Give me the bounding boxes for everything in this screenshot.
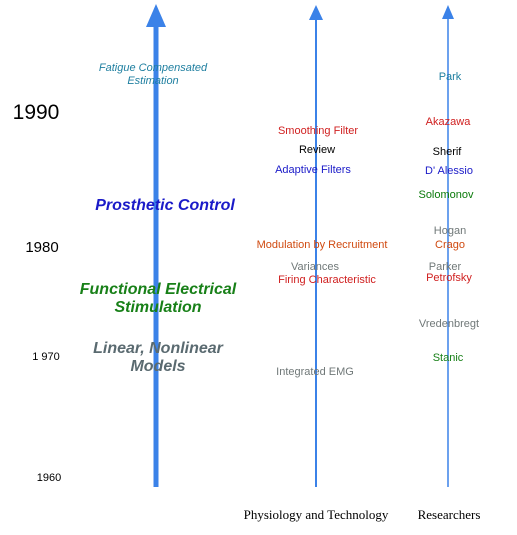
year-1980: 1980: [25, 239, 59, 256]
researcher-hogan: Hogan: [433, 225, 467, 237]
researchers-column-header: Researchers: [417, 507, 481, 522]
physiology-modulation-by-recruitment: Modulation by Recruitment: [256, 239, 388, 251]
physiology-axis-arrow: [309, 5, 323, 487]
physiology-variances: Variances: [290, 261, 340, 273]
physiology-adaptive-filters: Adaptive Filters: [275, 164, 351, 176]
topic-fatigue-line2: Estimation: [127, 74, 179, 87]
researcher-vredenbregt: Vredenbregt: [418, 318, 480, 330]
researcher-stanic: Stanic: [432, 352, 464, 364]
topic-functional-electrical-stimulation: Functional Electrical Stimulation: [80, 281, 236, 318]
researcher-park: Park: [438, 71, 462, 83]
topic-fes-line1: Functional Electrical: [79, 281, 237, 298]
researcher-sherif: Sherif: [432, 146, 462, 158]
researcher-parker: Parker: [428, 261, 462, 273]
topic-linear-nonlinear-models: Linear, Nonlinear Models: [93, 340, 223, 377]
topic-fatigue-line1: Fatigue Compensated: [98, 62, 208, 74]
physiology-review: Review: [298, 144, 336, 156]
year-1990: 1990: [12, 101, 60, 124]
topic-models-line2: Models: [130, 358, 186, 376]
researcher-akazawa: Akazawa: [425, 116, 471, 128]
researcher-dalessio: D' Alessio: [425, 165, 473, 177]
researchers-axis-arrow: [442, 5, 454, 487]
physiology-column-header: Physiology and Technology: [243, 507, 389, 522]
researcher-crago: Crago: [435, 239, 465, 251]
year-1960: 1960: [36, 472, 62, 484]
physiology-smoothing-filter: Smoothing Filter: [277, 125, 359, 137]
physiology-firing-characteristic: Firing Characteristic: [278, 274, 376, 286]
topic-models-line1: Linear, Nonlinear: [93, 340, 223, 357]
physiology-integrated-emg: Integrated EMG: [276, 366, 354, 378]
year-1970: 1 970: [32, 351, 60, 363]
researcher-petrofsky: Petrofsky: [426, 272, 472, 284]
researcher-solomonov: Solomonov: [418, 189, 474, 201]
topic-fes-line2: Stimulation: [114, 299, 202, 317]
topics-axis-arrow: [146, 4, 166, 487]
topic-prosthetic-control: Prosthetic Control: [95, 197, 235, 214]
topic-fatigue-estimation: Fatigue Compensated Estimation: [99, 62, 207, 87]
